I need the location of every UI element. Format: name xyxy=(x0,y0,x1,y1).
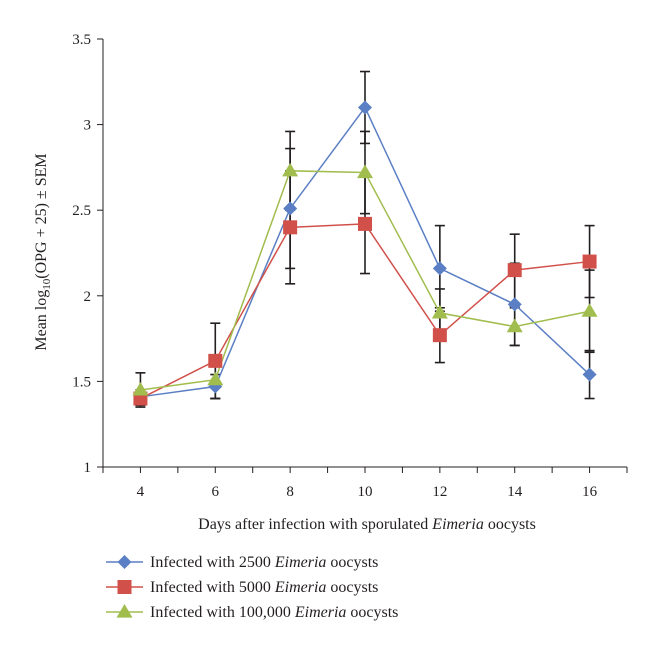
data-point-series-1 xyxy=(582,367,597,382)
x-tick-label: 12 xyxy=(432,484,447,500)
y-tick-label: 3 xyxy=(84,118,92,134)
data-point-series-3 xyxy=(132,381,149,396)
data-point-series-3 xyxy=(581,303,598,317)
x-tick-label: 8 xyxy=(286,484,294,500)
data-point-series-2 xyxy=(358,216,372,231)
legend-item-1: Infected with 2500 Eimeria oocysts xyxy=(106,554,378,571)
data-point-series-2 xyxy=(283,220,298,235)
data-point-series-1 xyxy=(283,201,298,216)
x-axis-label: Days after infection with sporulated Eim… xyxy=(198,516,536,533)
legend-marker xyxy=(117,555,132,569)
x-tick-label: 10 xyxy=(358,484,373,500)
y-tick-label: 1 xyxy=(84,460,92,476)
error-bars xyxy=(135,70,595,408)
data-point-series-1 xyxy=(358,100,372,115)
y-tick-label: 3.5 xyxy=(72,32,91,48)
x-tick-label: 14 xyxy=(507,484,523,500)
y-axis-label: Mean log10(OPG + 25) ± SEM xyxy=(33,153,53,350)
data-point-series-2 xyxy=(582,254,597,269)
data-point-series-3 xyxy=(282,162,299,177)
data-point-series-3 xyxy=(506,318,523,333)
data-point-series-3 xyxy=(431,304,448,319)
data-point-series-2 xyxy=(432,328,447,343)
legend-item-2: Infected with 5000 Eimeria oocysts xyxy=(106,579,378,596)
x-tick-label: 16 xyxy=(582,484,598,500)
legend-marker xyxy=(116,604,133,618)
legend-label: Infected with 2500 Eimeria oocysts xyxy=(150,554,378,571)
data-point-series-1 xyxy=(507,297,522,312)
legend-marker xyxy=(117,580,132,594)
x-tick-label: 4 xyxy=(137,484,145,500)
markers xyxy=(132,100,598,406)
data-point-series-2 xyxy=(507,263,522,278)
legend-label: Infected with 100,000 Eimeria oocysts xyxy=(150,604,398,621)
data-point-series-3 xyxy=(207,371,224,386)
axes: 1 1.5 2 2.5 3 3.5 4 6 8 10 12 14 16 xyxy=(72,32,628,500)
legend: Infected with 2500 Eimeria oocysts Infect… xyxy=(106,554,398,621)
y-tick-label: 1.5 xyxy=(72,374,91,390)
y-tick-label: 2 xyxy=(84,289,92,305)
legend-label: Infected with 5000 Eimeria oocysts xyxy=(150,579,378,596)
legend-item-3: Infected with 100,000 Eimeria oocysts xyxy=(106,604,398,621)
x-tick-label: 6 xyxy=(212,484,220,500)
data-point-series-3 xyxy=(357,164,373,179)
data-point-series-2 xyxy=(208,353,223,368)
y-tick-label: 2.5 xyxy=(72,203,91,219)
data-point-series-1 xyxy=(432,261,447,276)
